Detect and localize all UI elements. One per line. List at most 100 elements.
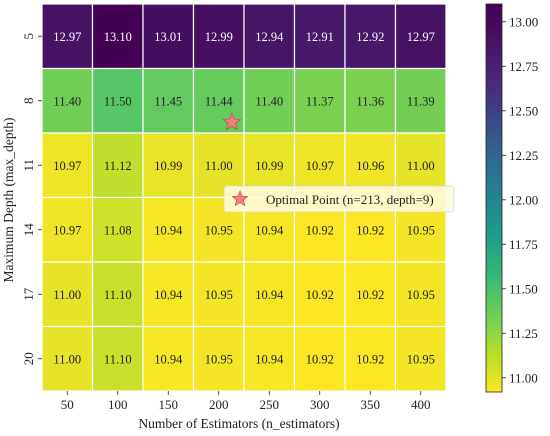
- cell-value-label: 10.97: [53, 223, 81, 237]
- cell-value-label: 11.00: [53, 288, 81, 302]
- heatmap-cell: [394, 67, 447, 134]
- cell-value-label: 10.95: [407, 288, 435, 302]
- cell-value-label: 11.44: [205, 94, 233, 108]
- cell-value-label: 10.96: [356, 159, 384, 173]
- colorbar-tick-label: 12.50: [509, 103, 538, 118]
- cell-value-label: 11.39: [407, 94, 435, 108]
- y-tick-label: 5: [21, 33, 36, 40]
- cell-value-label: 10.97: [306, 159, 334, 173]
- cell-value-label: 10.94: [154, 223, 183, 237]
- cell-value-label: 10.92: [356, 223, 384, 237]
- heatmap-cell: [142, 261, 195, 328]
- optimal-point-marker-group: [222, 112, 242, 131]
- colorbar-gradient: [485, 3, 503, 393]
- x-tick-label: 50: [61, 397, 74, 412]
- x-axis-ticks: 50 100 150 200 250 300 350 400: [61, 391, 431, 412]
- heatmap-cell: [394, 261, 447, 328]
- heatmap-cell: [344, 325, 397, 392]
- heatmap-cell: [243, 325, 296, 392]
- heatmap-cell: [394, 3, 447, 70]
- heatmap-cell: [41, 132, 94, 199]
- heatmap-cell: [91, 196, 144, 263]
- heatmap-cell: [91, 325, 144, 392]
- cell-value-label: 10.94: [255, 223, 284, 237]
- legend-label: Optimal Point (n=213, depth=9): [266, 192, 434, 207]
- x-tick-label: 200: [209, 397, 229, 412]
- cell-value-label: 10.97: [53, 159, 81, 173]
- cell-value-label: 12.94: [255, 30, 284, 44]
- heatmap-cell: [142, 132, 195, 199]
- legend-box: [223, 185, 455, 213]
- x-tick-label: 150: [159, 397, 179, 412]
- cell-value-label: 12.91: [306, 30, 334, 44]
- legend: Optimal Point (n=213, depth=9): [223, 185, 455, 213]
- cell-value-label: 10.92: [306, 223, 334, 237]
- heatmap-cell: [243, 67, 296, 134]
- heatmap-cell: [91, 132, 144, 199]
- cell-value-label: 10.95: [205, 352, 233, 366]
- cell-value-label: 11.36: [356, 94, 384, 108]
- cell-value-label: 10.94: [154, 352, 183, 366]
- colorbar: 11.00 11.25 11.50 11.75 12.00 12.25 12.50 12.75…: [485, 3, 538, 393]
- heatmap-cell: [142, 196, 195, 263]
- x-axis-label: Number of Estimators (n_estimators): [138, 416, 339, 431]
- heatmap-cell: [192, 325, 245, 392]
- cell-value-label: 11.00: [407, 159, 435, 173]
- heatmap-cell: [394, 325, 447, 392]
- legend-star-icon: [231, 190, 249, 207]
- heatmap-cell: [344, 261, 397, 328]
- colorbar-tick-label: 12.00: [509, 192, 538, 207]
- heatmap-cell: [293, 67, 346, 134]
- cell-value-label: 11.00: [53, 352, 81, 366]
- cell-value-label: 11.40: [255, 94, 283, 108]
- y-tick-label: 20: [21, 352, 36, 365]
- cell-value-label: 13.10: [104, 30, 132, 44]
- heatmap-cell: [243, 3, 296, 70]
- y-axis-ticks: 5 8 11 14 17 20: [21, 33, 42, 365]
- cell-value-label: 10.99: [154, 159, 182, 173]
- heatmap-cell: [41, 3, 94, 70]
- colorbar-tick-label: 12.25: [509, 148, 538, 163]
- cell-value-label: 11.10: [104, 352, 132, 366]
- heatmap-cell: [243, 261, 296, 328]
- colorbar-tick-label: 11.00: [509, 370, 538, 385]
- legend-star-shape: [231, 190, 249, 207]
- colorbar-tick-label: 11.75: [509, 237, 538, 252]
- cell-value-label: 10.92: [306, 288, 334, 302]
- cell-value-label: 10.99: [255, 159, 283, 173]
- colorbar-tick-label: 11.50: [509, 281, 538, 296]
- cell-value-label: 11.00: [205, 159, 233, 173]
- colorbar-tick-label: 12.75: [509, 59, 538, 74]
- x-tick-label: 300: [310, 397, 330, 412]
- cell-value-label: 10.95: [205, 288, 233, 302]
- cell-value-label: 10.92: [356, 288, 384, 302]
- cell-value-label: 11.08: [104, 223, 132, 237]
- cell-value-label: 11.12: [104, 159, 132, 173]
- cell-value-label: 12.97: [53, 30, 81, 44]
- heatmap-cell: [91, 261, 144, 328]
- cell-value-label: 11.40: [53, 94, 81, 108]
- colorbar-ticks: 11.00 11.25 11.50 11.75 12.00 12.25 12.50 12.75…: [502, 14, 538, 385]
- cell-value-label: 10.94: [154, 288, 183, 302]
- y-tick-label: 8: [21, 98, 36, 105]
- y-tick-label: 14: [21, 223, 36, 237]
- cell-value-label: 10.94: [255, 288, 284, 302]
- cell-value-label: 12.92: [356, 30, 384, 44]
- x-tick-label: 100: [108, 397, 128, 412]
- cell-value-label: 13.01: [154, 30, 182, 44]
- cell-value-label: 12.97: [407, 30, 435, 44]
- heatmap-cell: [41, 325, 94, 392]
- colorbar-tick-label: 11.25: [509, 326, 538, 341]
- heatmap-cell: [142, 3, 195, 70]
- optimal-point-star-icon: [222, 112, 242, 131]
- cell-value-label: 10.94: [255, 352, 284, 366]
- cell-value-label: 10.95: [407, 223, 435, 237]
- x-tick-label: 400: [411, 397, 431, 412]
- cell-value-label: 11.45: [154, 94, 182, 108]
- cell-value-label: 10.95: [407, 352, 435, 366]
- cell-value-label: 11.50: [104, 94, 132, 108]
- cell-value-label: 10.95: [205, 223, 233, 237]
- cell-value-label: 10.92: [356, 352, 384, 366]
- y-axis-label: Maximum Depth (max_depth): [1, 118, 16, 283]
